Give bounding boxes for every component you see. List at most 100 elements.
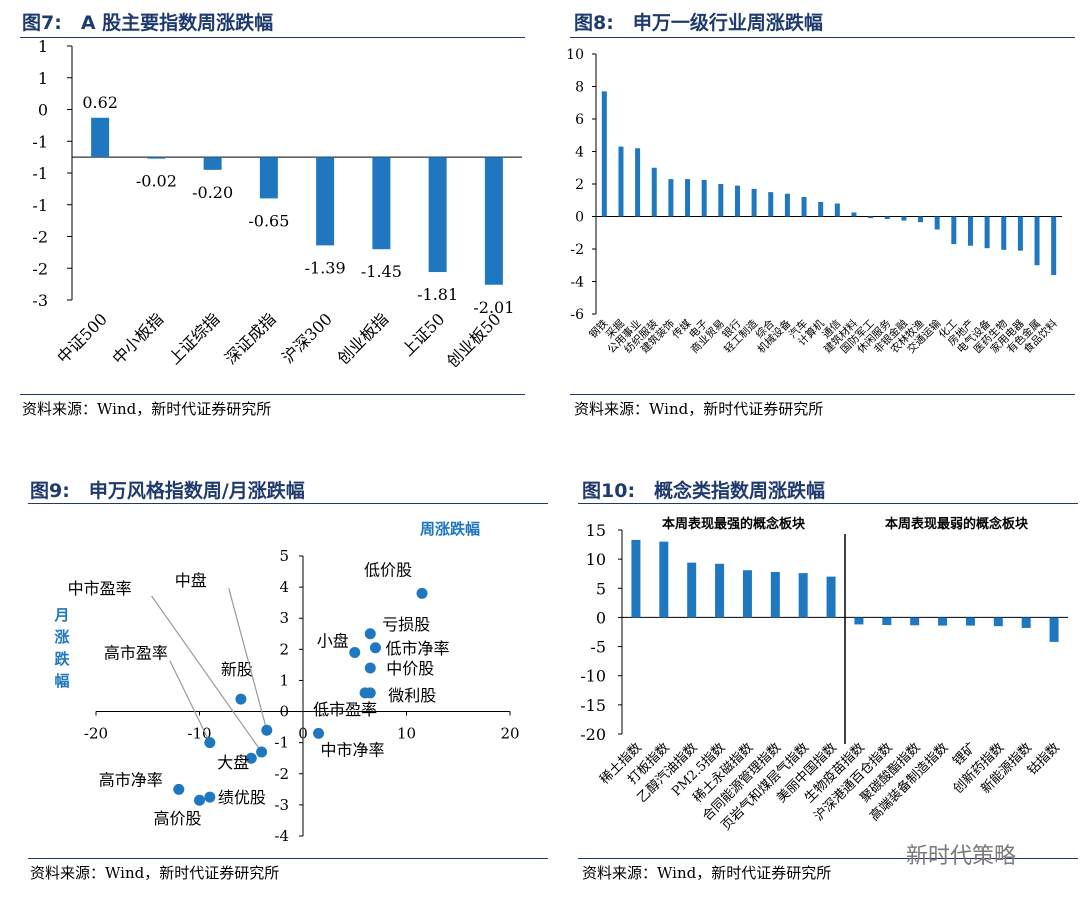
chart-title: 图7: A 股主要指数周涨跌幅: [22, 12, 274, 34]
y-tick-label: 5: [279, 547, 289, 565]
y-tick-label: 10: [586, 550, 606, 569]
data-label: -1.45: [361, 262, 402, 281]
bar: [734, 185, 740, 217]
data-point: [364, 628, 376, 640]
industry-bar-chart: 1086420-2-4-6钢铁采掘公用事业纺织服装建筑装饰传媒电子商业贸易银行轻…: [566, 47, 1062, 356]
data-point: [349, 646, 361, 658]
y-tick-label: 15: [586, 521, 606, 540]
bar: [372, 157, 391, 250]
y-tick-label: -20: [580, 725, 606, 744]
data-label: -1.81: [417, 285, 458, 304]
leader-line: [151, 595, 263, 753]
style-scatter-chart: -20 -10 0 10 20543210-1-2-3-4周涨跌幅月涨跌幅低价股亏损股小…: [53, 520, 519, 845]
x-tick-label: 中小板指: [109, 309, 168, 368]
point-label: 大盘: [217, 753, 249, 772]
data-label: -1.39: [305, 258, 346, 277]
point-label: 绩优股: [218, 788, 266, 807]
source-rule: [578, 858, 1078, 859]
watermark: 新时代策略: [906, 844, 1017, 869]
title-rule: [20, 37, 525, 38]
y-tick-label: -3: [32, 291, 48, 310]
data-label: -0.65: [248, 211, 289, 230]
bar: [147, 157, 166, 159]
bar: [203, 157, 222, 170]
data-point: [416, 587, 428, 599]
leader-line: [228, 588, 268, 731]
bar: [965, 617, 975, 626]
bar: [1001, 216, 1007, 250]
bar: [882, 617, 892, 626]
y-tick-label: 0: [596, 608, 606, 627]
bar: [918, 216, 924, 223]
bar: [1034, 216, 1040, 266]
bar: [884, 216, 890, 219]
chart-title: 图9: 申万风格指数周/月涨跌幅: [30, 480, 305, 502]
source-note: 资料来源：Wind，新时代证券研究所: [22, 400, 272, 418]
leader-line: [169, 660, 211, 743]
y-tick-label: -4: [274, 827, 289, 845]
bar: [1021, 617, 1031, 628]
strong-annotation: 本周表现最强的概念板块: [662, 516, 806, 532]
y-tick-label: 1: [38, 69, 48, 88]
bar: [618, 146, 624, 217]
y-axis-title: 月涨跌幅: [53, 606, 70, 690]
title-rule: [570, 37, 1075, 38]
data-point: [194, 794, 205, 806]
bar: [668, 179, 674, 217]
data-label: -0.20: [192, 183, 233, 202]
point-label: 亏损股: [382, 615, 430, 634]
x-tick-label: 0: [298, 725, 308, 743]
bar: [967, 216, 973, 246]
source-note: 资料来源：Wind，新时代证券研究所: [574, 400, 824, 418]
bar: [910, 617, 920, 626]
y-tick-label: -2: [32, 228, 48, 247]
x-axis-title: 周涨跌幅: [420, 520, 480, 538]
title-rule: [28, 503, 548, 504]
y-tick-label: 5: [596, 579, 606, 598]
chart-title: 图8: 申万一级行业周涨跌幅: [574, 12, 823, 34]
data-point: [261, 724, 273, 736]
x-tick-label: -20: [84, 725, 108, 743]
y-tick-label: -5: [590, 638, 606, 657]
y-tick-label: -10: [580, 667, 606, 686]
bar: [316, 157, 335, 246]
point-label: 高价股: [153, 809, 201, 828]
point-label: 新股: [221, 660, 253, 679]
bar: [484, 157, 503, 285]
point-label: 微利股: [388, 686, 436, 705]
bar: [768, 192, 774, 217]
data-label: -0.02: [136, 172, 177, 191]
y-tick-label: -2: [32, 259, 48, 278]
y-tick-label: -1: [32, 164, 48, 183]
y-tick-label: 0: [38, 101, 48, 120]
data-point: [369, 642, 381, 654]
bar: [938, 617, 948, 626]
point-label: 低市净率: [385, 639, 449, 658]
point-label: 低价股: [364, 560, 412, 579]
data-point: [359, 687, 371, 699]
title-rule: [578, 503, 1078, 504]
y-tick-label: 1: [279, 671, 289, 689]
bar: [631, 539, 641, 618]
x-tick-label: 深证成指: [221, 309, 280, 368]
bar: [715, 563, 725, 618]
bar: [834, 203, 840, 217]
x-tick-label: 钴指数: [1025, 740, 1063, 778]
bar: [701, 179, 707, 217]
data-point: [245, 752, 257, 764]
bar: [993, 617, 1003, 627]
bar: [751, 188, 757, 217]
y-tick-label: -4: [570, 275, 584, 291]
y-tick-label: -2: [570, 242, 584, 258]
index-bar-chart: 1 1 0 -1 -1 -1 -2 -2 -3 0.62 中证500 -0.02 中小板指 -0.20 上证…: [32, 38, 522, 371]
y-tick-label: 2: [575, 177, 584, 193]
point-label: 中市净率: [321, 740, 385, 759]
bar: [428, 157, 447, 273]
y-tick-label: 6: [575, 112, 584, 128]
point-label: 中市盈率: [68, 579, 132, 598]
bar: [1017, 216, 1023, 251]
data-point: [204, 791, 216, 803]
x-tick-label: 20: [500, 725, 519, 743]
y-tick-label: -1: [274, 734, 289, 752]
x-tick-label: 创业板指: [334, 309, 393, 368]
